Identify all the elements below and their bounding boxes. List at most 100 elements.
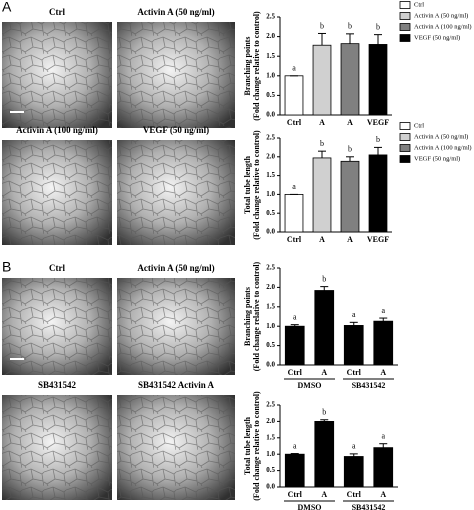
y-axis-label-sub: (Fold change relative to control)	[252, 130, 261, 240]
image-caption: Activin A (50 ng/ml)	[137, 7, 214, 17]
bar	[343, 325, 364, 366]
x-tick-label: Ctrl	[347, 368, 362, 377]
x-tick-label: A	[321, 490, 327, 499]
chart: Total tube length (Fold change relative t…	[243, 391, 398, 510]
image-caption: VEGF (50 ng/ml)	[143, 125, 209, 135]
legend-swatch	[399, 122, 411, 130]
y-tick-label: 0.5	[266, 209, 275, 217]
legend-swatch	[399, 144, 411, 152]
significance-letter: b	[376, 135, 380, 144]
significance-letter: a	[352, 310, 356, 319]
y-tick-label: 1.5	[266, 302, 275, 310]
micrograph-network	[117, 395, 235, 500]
significance-letter: b	[320, 139, 324, 148]
y-axis-label-sub: (Fold change relative to control)	[252, 391, 261, 501]
x-tick-label: Ctrl	[288, 368, 303, 377]
y-tick-label: 2.0	[266, 283, 275, 291]
x-tick-label: Ctrl	[288, 490, 303, 499]
legend-swatch	[399, 155, 411, 163]
significance-letter: b	[320, 21, 324, 30]
x-tick-label: A	[347, 118, 353, 127]
legend-label: Ctrl	[414, 1, 424, 8]
x-tick-label: A	[319, 235, 325, 244]
legend-label: Activin A (50 ng/ml)	[414, 12, 468, 19]
y-tick-label: 0.5	[266, 466, 275, 474]
significance-letter: a	[352, 442, 356, 451]
micrograph-network	[117, 22, 235, 128]
bar	[314, 290, 335, 366]
y-axis-label: Branching points	[243, 287, 252, 346]
bar	[284, 75, 304, 116]
significance-letter: b	[376, 22, 380, 31]
group-label: DMSO	[298, 503, 322, 510]
y-tick-label: 2.5	[266, 13, 275, 21]
y-tick-label: 1.0	[266, 322, 275, 330]
x-tick-label: A	[319, 118, 325, 127]
micrograph-network	[117, 140, 235, 245]
y-tick-label: 1.5	[266, 52, 275, 60]
image-caption: SB431542 Activin A	[138, 380, 215, 390]
y-tick-label: 0.0	[266, 361, 275, 369]
significance-letter: a	[292, 182, 296, 191]
legend-swatch	[399, 133, 411, 141]
y-tick-label: 2.0	[266, 417, 275, 425]
significance-letter: b	[348, 22, 352, 31]
significance-letter: b	[322, 274, 326, 283]
y-tick-label: 0.0	[266, 111, 275, 119]
legend-label: Activin A (100 ng/ml)	[414, 23, 472, 30]
bar	[284, 193, 304, 233]
x-tick-label: Ctrl	[287, 118, 302, 127]
bar	[312, 44, 332, 116]
legend-label: VEGF (50 ng/ml)	[414, 34, 460, 41]
y-tick-label: 1.0	[266, 190, 275, 198]
legend-swatch	[399, 12, 411, 20]
significance-letter: a	[381, 432, 385, 441]
bar	[368, 44, 388, 116]
group-label: SB431542	[352, 381, 386, 390]
legend-swatch	[399, 1, 411, 9]
x-tick-label: Ctrl	[347, 490, 362, 499]
legend-swatch	[399, 34, 411, 42]
bar	[373, 320, 394, 366]
image-caption: Activin A (50 ng/ml)	[137, 263, 214, 273]
bar	[312, 157, 332, 233]
x-tick-label: A	[321, 368, 327, 377]
group-label: DMSO	[298, 381, 322, 390]
y-tick-label: 1.0	[266, 450, 275, 458]
significance-letter: a	[293, 312, 297, 321]
chart: Branching points (Fold change relative to…	[243, 261, 398, 390]
y-axis-label: Total tube length	[243, 416, 252, 474]
bar	[284, 325, 305, 366]
x-tick-label: VEGF	[367, 235, 389, 244]
chart: Total tube length (Fold change relative t…	[243, 122, 472, 244]
y-axis-label-sub: (Fold change relative to control)	[252, 11, 261, 121]
y-axis-label: Branching points	[243, 37, 252, 96]
y-tick-label: 2.5	[266, 264, 275, 272]
y-tick-label: 0.5	[266, 341, 275, 349]
chart: Branching points (Fold change relative to…	[243, 1, 472, 127]
y-tick-label: 2.5	[266, 401, 275, 409]
significance-letter: b	[348, 145, 352, 154]
micrograph-network	[117, 278, 235, 375]
y-axis-label-sub: (Fold change relative to control)	[252, 261, 261, 371]
bar	[343, 456, 364, 488]
micrograph-network	[2, 395, 112, 500]
y-tick-label: 1.5	[266, 171, 275, 179]
y-tick-label: 0.0	[266, 228, 275, 236]
bar	[368, 154, 388, 233]
micrograph-network	[2, 140, 112, 245]
bar	[340, 43, 360, 116]
micrograph-network	[2, 278, 112, 375]
x-tick-label: A	[380, 490, 386, 499]
significance-letter: b	[322, 408, 326, 417]
legend-label: Activin A (100 ng/ml)	[414, 144, 472, 151]
legend-label: Ctrl	[414, 122, 424, 129]
image-caption: Ctrl	[49, 263, 65, 273]
panel-label: B	[2, 259, 11, 275]
panel-label: A	[2, 0, 12, 15]
image-caption: SB431542	[38, 380, 77, 390]
image-caption: Activin A (100 ng/ml)	[16, 125, 98, 135]
bar	[314, 420, 335, 488]
x-tick-label: Ctrl	[287, 235, 302, 244]
y-tick-label: 0.5	[266, 91, 275, 99]
